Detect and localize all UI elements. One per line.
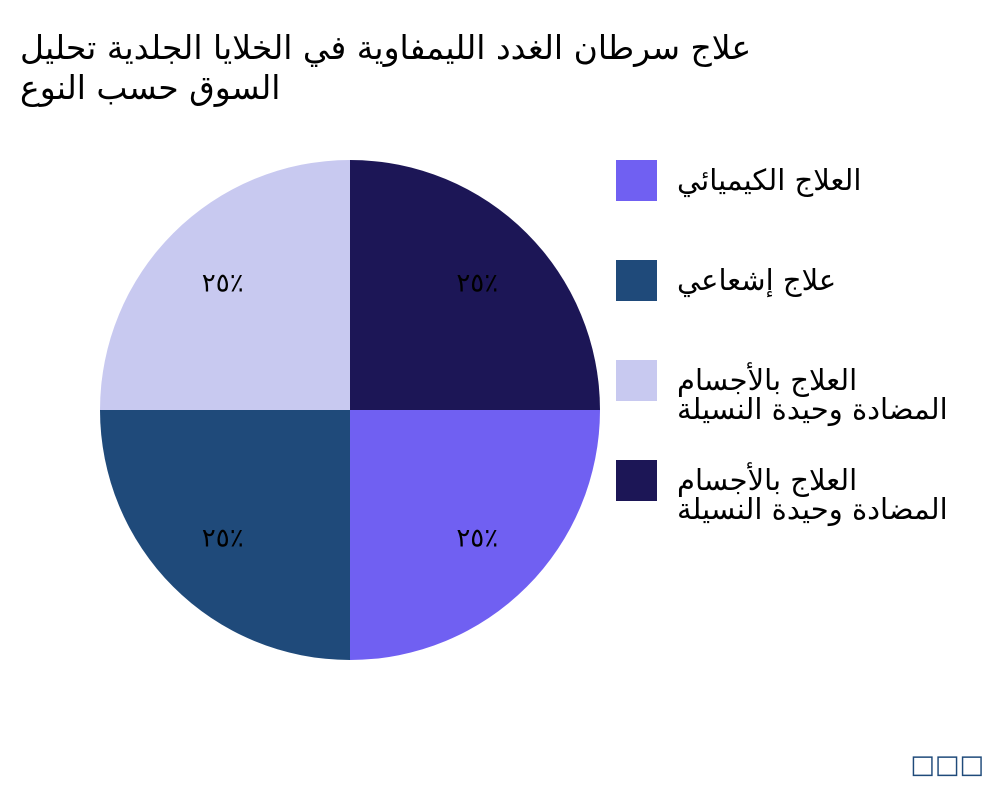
- legend-label: علاج إشعاعي: [677, 263, 837, 297]
- slice-data-label: ٢٥٪: [202, 269, 244, 299]
- pie-slice: [100, 160, 350, 410]
- legend-swatch: [616, 360, 657, 401]
- legend-label: العلاج بالأجسام المضادة وحيدة النسيلة: [677, 463, 948, 526]
- title-line-2: السوق حسب النوع: [20, 68, 281, 107]
- legend-item: العلاج بالأجسام المضادة وحيدة النسيلة: [616, 360, 1000, 424]
- legend-swatch: [616, 160, 657, 201]
- pie-slice: [350, 410, 600, 660]
- pie-slice: [350, 160, 600, 410]
- legend-item: العلاج الكيميائي: [616, 160, 1000, 201]
- chart-title: علاج سرطان الغدد الليمفاوية في الخلايا ا…: [20, 28, 751, 108]
- pie-slice: [100, 410, 350, 660]
- legend-swatch: [616, 260, 657, 301]
- title-line-1: علاج سرطان الغدد الليمفاوية في الخلايا ا…: [20, 28, 752, 67]
- legend-swatch: [616, 460, 657, 501]
- watermark: □□□: [910, 750, 984, 780]
- legend-item: العلاج بالأجسام المضادة وحيدة النسيلة: [616, 460, 1000, 524]
- slice-data-label: ٢٥٪: [202, 523, 244, 553]
- legend-item: علاج إشعاعي: [616, 260, 1000, 301]
- slice-data-label: ٢٥٪: [456, 269, 498, 299]
- slice-data-label: ٢٥٪: [456, 523, 498, 553]
- legend-label: العلاج الكيميائي: [677, 163, 862, 197]
- legend-label: العلاج بالأجسام المضادة وحيدة النسيلة: [677, 363, 948, 426]
